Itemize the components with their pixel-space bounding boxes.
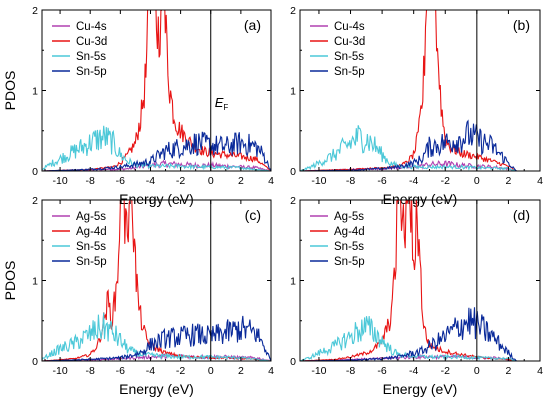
x-tick-label: -4: [146, 175, 155, 187]
y-tick-label: 2: [290, 195, 296, 207]
y-axis-label: PDOS: [2, 71, 18, 111]
legend-label: Sn-5p: [76, 256, 107, 268]
y-tick-label: 1: [290, 86, 296, 98]
x-tick-label: -6: [377, 365, 386, 377]
panel-label: (b): [513, 17, 530, 33]
y-tick-label: 2: [290, 5, 296, 17]
series-line-sn-5p: [42, 131, 271, 171]
x-tick-label: 0: [474, 175, 480, 187]
y-tick-label: 0: [32, 166, 38, 178]
x-tick-label: -10: [52, 175, 67, 187]
fermi-label: EF: [215, 95, 229, 112]
series-group: [42, 200, 271, 361]
panel-3: -10 -8 -6 -4 -2 0 2 4 0 1 2 (d) Ag-5s Ag-4d Sn-5s Sn-5p…: [290, 195, 543, 397]
series-line-sn-5s: [42, 312, 271, 361]
axes-frame: [299, 199, 541, 362]
y-tick-label: 1: [32, 276, 38, 288]
x-axis-label: Energy (eV): [383, 191, 458, 207]
x-tick-label: -2: [176, 175, 185, 187]
x-tick-label: -8: [346, 365, 355, 377]
legend: Cu-4s Cu-3d Sn-5s Sn-5p: [52, 21, 107, 78]
x-tick-label: -6: [116, 365, 125, 377]
legend-label: Cu-3d: [76, 36, 107, 48]
x-tick-label: -2: [176, 365, 185, 377]
x-tick-label: 0: [208, 175, 214, 187]
x-tick-label: 4: [537, 175, 543, 187]
fermi-label-sub: F: [223, 103, 228, 112]
x-tick-label: 0: [474, 365, 480, 377]
legend-label: Ag-4d: [76, 226, 107, 238]
x-tick-label: -8: [86, 175, 95, 187]
x-tick-label: 2: [505, 175, 511, 187]
x-tick-label: 2: [505, 365, 511, 377]
x-tick-label: -4: [409, 175, 418, 187]
series-line-sn-5s: [300, 316, 540, 361]
series-group: [300, 10, 540, 171]
axes-frame: [41, 199, 272, 362]
panel-0: -10 -8 -6 -4 -2 0 2 4 0 1 2 PDOS (a) Cu-4s Cu-3d Sn-5s S…: [2, 5, 274, 207]
series-line-sn-5s: [42, 125, 271, 171]
series-line-sn-5p: [300, 119, 540, 171]
legend-label: Sn-5s: [76, 241, 106, 253]
legend-label: Cu-3d: [334, 36, 365, 48]
panel-label: (a): [244, 17, 261, 33]
legend-label: Ag-5s: [76, 211, 106, 223]
legend-label: Cu-4s: [76, 21, 107, 33]
legend-label: Sn-5s: [334, 241, 364, 253]
fermi-label-main: E: [215, 95, 224, 110]
y-axis-label: PDOS: [2, 261, 18, 301]
x-tick-label: -2: [441, 175, 450, 187]
legend-label: Sn-5p: [334, 66, 365, 78]
panel-2: -10 -8 -6 -4 -2 0 2 4 0 1 2 PDOS (c) Ag-5s Ag-4d Sn-5s S…: [2, 195, 274, 397]
x-tick-label: -8: [86, 365, 95, 377]
x-tick-label: -4: [146, 365, 155, 377]
legend-label: Sn-5s: [334, 51, 364, 63]
x-tick-label: -10: [311, 365, 326, 377]
panel-label: (d): [513, 207, 530, 223]
panel-label: (c): [245, 207, 261, 223]
x-tick-label: -10: [52, 365, 67, 377]
y-tick-label: 0: [32, 356, 38, 368]
x-tick-label: 4: [268, 175, 274, 187]
y-tick-label: 2: [32, 5, 38, 17]
series-line-sn-5p: [300, 307, 540, 361]
y-tick-label: 1: [32, 86, 38, 98]
legend: Ag-5s Ag-4d Sn-5s Sn-5p: [310, 211, 365, 268]
series-line-cu-3d: [300, 10, 540, 171]
legend: Ag-5s Ag-4d Sn-5s Sn-5p: [52, 211, 107, 268]
x-axis-label: Energy (eV): [119, 191, 194, 207]
legend-label: Ag-4d: [334, 226, 365, 238]
legend-label: Ag-5s: [334, 211, 364, 223]
x-axis-label: Energy (eV): [119, 381, 194, 397]
x-tick-label: -10: [311, 175, 326, 187]
y-tick-label: 0: [290, 166, 296, 178]
x-tick-label: 0: [208, 365, 214, 377]
series-line-sn-5p: [42, 315, 271, 361]
legend-label: Cu-4s: [334, 21, 365, 33]
y-tick-label: 0: [290, 356, 296, 368]
x-tick-label: -8: [346, 175, 355, 187]
x-tick-label: -6: [377, 175, 386, 187]
legend: Cu-4s Cu-3d Sn-5s Sn-5p: [310, 21, 365, 78]
panel-1: -10 -8 -6 -4 -2 0 2 4 0 1 2 (b) Cu-4s Cu-3d Sn-5s Sn-5p…: [290, 5, 543, 207]
x-tick-label: -6: [116, 175, 125, 187]
legend-label: Sn-5s: [76, 51, 106, 63]
y-tick-label: 1: [290, 276, 296, 288]
legend-label: Sn-5p: [76, 66, 107, 78]
y-tick-label: 2: [32, 195, 38, 207]
x-tick-label: 4: [537, 365, 543, 377]
axes-frame: [299, 9, 541, 172]
x-axis-label: Energy (eV): [383, 381, 458, 397]
legend-label: Sn-5p: [334, 256, 365, 268]
x-tick-label: 2: [238, 175, 244, 187]
x-tick-label: -4: [409, 365, 418, 377]
x-tick-label: 2: [238, 365, 244, 377]
x-tick-label: 4: [268, 365, 274, 377]
series-line-sn-5s: [300, 125, 540, 171]
x-tick-label: -2: [441, 365, 450, 377]
series-group: [42, 10, 271, 171]
